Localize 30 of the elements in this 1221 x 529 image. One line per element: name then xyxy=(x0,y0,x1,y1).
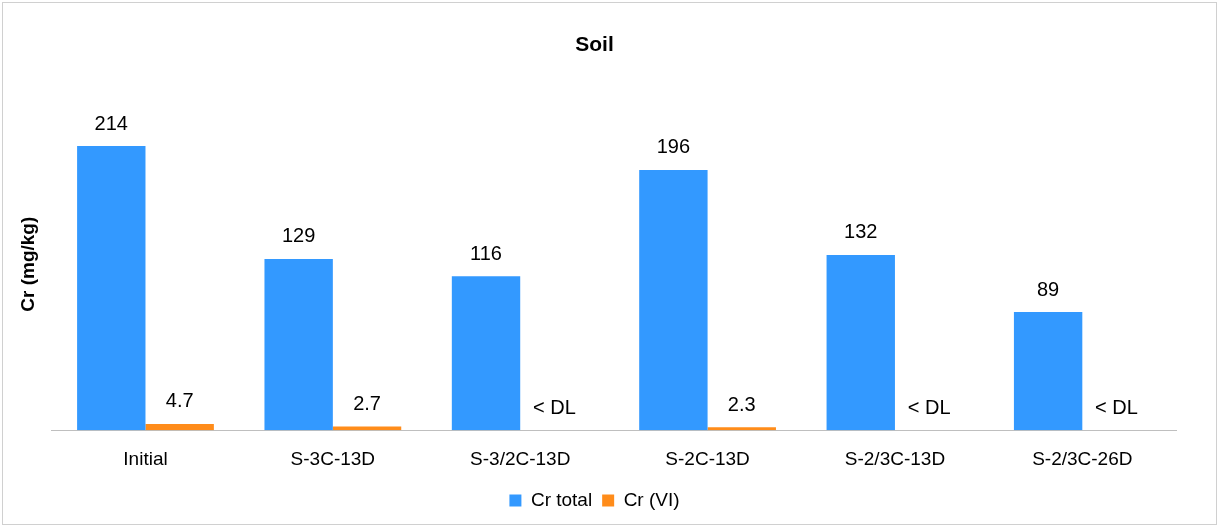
text: < DL xyxy=(907,395,951,418)
bar xyxy=(264,258,333,431)
bar xyxy=(1013,312,1083,431)
bar xyxy=(826,254,895,431)
x-tick-label: S-3/2C-13D xyxy=(470,447,571,469)
text: < DL xyxy=(533,395,576,418)
chart-title: Soil xyxy=(575,32,614,56)
data-label: 89 xyxy=(1037,277,1060,300)
data-label: 196 xyxy=(656,135,691,158)
data-label: 116 xyxy=(470,241,502,264)
bar xyxy=(707,427,776,431)
data-label: 2.3 xyxy=(727,392,756,415)
data-label: 214 xyxy=(94,111,128,134)
x-tick-label: S-2C-13D xyxy=(665,447,750,469)
legend-label: Cr total xyxy=(530,488,593,510)
x-tick-label: S-3C-13D xyxy=(290,447,376,469)
x-tick-label: S-2/3C-26D xyxy=(1032,447,1133,469)
text: < DL xyxy=(1095,395,1138,418)
x-tick-label: S-2/3C-13D xyxy=(844,447,946,469)
bar xyxy=(451,276,521,431)
bar xyxy=(77,146,146,431)
data-label: 129 xyxy=(281,224,316,247)
y-axis-title: Cr (mg/kg) xyxy=(16,216,38,312)
data-label: 2.7 xyxy=(353,392,381,415)
data-label: 4.7 xyxy=(165,389,194,412)
x-tick-label: Initial xyxy=(123,447,168,469)
data-label: 132 xyxy=(844,220,878,243)
bar xyxy=(145,423,214,431)
bar xyxy=(639,169,708,431)
legend-label: Cr (VI) xyxy=(623,488,680,510)
